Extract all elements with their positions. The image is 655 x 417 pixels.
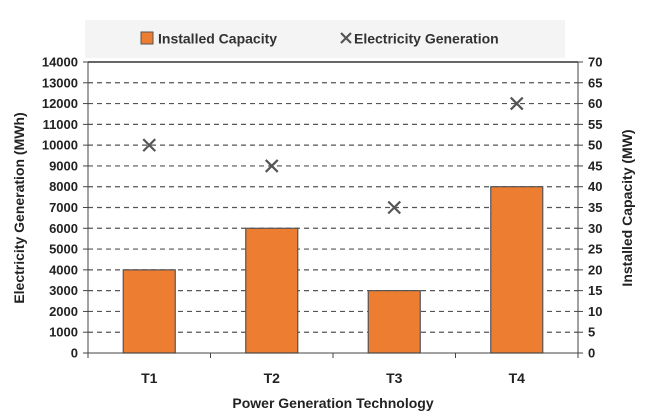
bars bbox=[122, 186, 544, 354]
y-left-tick-label: 6000 bbox=[49, 221, 78, 236]
x-tick-label: T4 bbox=[509, 370, 526, 386]
y-left-tick-label: 11000 bbox=[43, 117, 78, 132]
y-left-tick-label: 0 bbox=[71, 346, 78, 361]
bar-T1 bbox=[122, 269, 176, 354]
axes: 0100020003000400050006000700080009000100… bbox=[42, 55, 603, 387]
bar-T4 bbox=[490, 186, 544, 354]
x-axis-title: Power Generation Technology bbox=[232, 395, 433, 411]
bar-T3 bbox=[367, 290, 421, 354]
legend-label-electricity-generation: Electricity Generation bbox=[354, 31, 499, 47]
y-right-tick-label: 45 bbox=[588, 158, 602, 173]
y-right-tick-label: 0 bbox=[588, 346, 595, 361]
y-left-tick-label: 13000 bbox=[42, 75, 78, 90]
y-left-tick-label: 1000 bbox=[49, 325, 78, 340]
y-right-tick-label: 10 bbox=[588, 304, 602, 319]
y-right-tick-label: 30 bbox=[588, 221, 602, 236]
y-axis-right-title: Installed Capacity (MW) bbox=[619, 129, 635, 286]
y-right-tick-label: 50 bbox=[588, 138, 602, 153]
legend-bar-swatch bbox=[140, 31, 154, 45]
y-left-tick-label: 8000 bbox=[49, 179, 78, 194]
y-left-tick-label: 4000 bbox=[49, 262, 78, 277]
y-right-tick-label: 40 bbox=[588, 179, 602, 194]
y-right-tick-label: 55 bbox=[588, 117, 602, 132]
marker-T2 bbox=[264, 159, 279, 173]
legend-label-installed-capacity: Installed Capacity bbox=[158, 31, 277, 47]
x-tick-label: T1 bbox=[141, 370, 158, 386]
y-right-tick-label: 15 bbox=[588, 283, 602, 298]
legend-x-marker-icon bbox=[340, 32, 352, 44]
y-right-tick-label: 60 bbox=[588, 96, 602, 111]
y-left-tick-label: 3000 bbox=[49, 283, 78, 298]
bar-T2 bbox=[245, 227, 299, 354]
marker-T1 bbox=[142, 138, 157, 152]
y-right-tick-label: 70 bbox=[588, 55, 602, 70]
legend: Installed Capacity Electricity Generation bbox=[140, 31, 499, 47]
y-right-tick-label: 5 bbox=[588, 325, 595, 340]
y-left-tick-label: 2000 bbox=[49, 304, 78, 319]
markers bbox=[142, 96, 524, 215]
y-right-tick-label: 20 bbox=[588, 262, 602, 277]
marker-T4 bbox=[509, 96, 524, 111]
y-right-tick-label: 65 bbox=[588, 75, 602, 90]
y-left-tick-label: 14000 bbox=[42, 55, 78, 70]
x-tick-label: T2 bbox=[264, 370, 281, 386]
y-left-tick-label: 7000 bbox=[49, 200, 78, 215]
marker-T3 bbox=[387, 200, 402, 215]
y-axis-left-title: Electricity Generation (MWh) bbox=[11, 112, 27, 303]
y-right-tick-label: 25 bbox=[588, 242, 602, 257]
x-tick-label: T3 bbox=[386, 370, 403, 386]
y-left-tick-label: 12000 bbox=[42, 96, 78, 111]
y-left-tick-label: 5000 bbox=[49, 242, 78, 257]
y-right-tick-label: 35 bbox=[588, 200, 602, 215]
y-left-tick-label: 9000 bbox=[49, 158, 78, 173]
legend-background bbox=[85, 20, 565, 58]
y-left-tick-label: 10000 bbox=[42, 138, 78, 153]
